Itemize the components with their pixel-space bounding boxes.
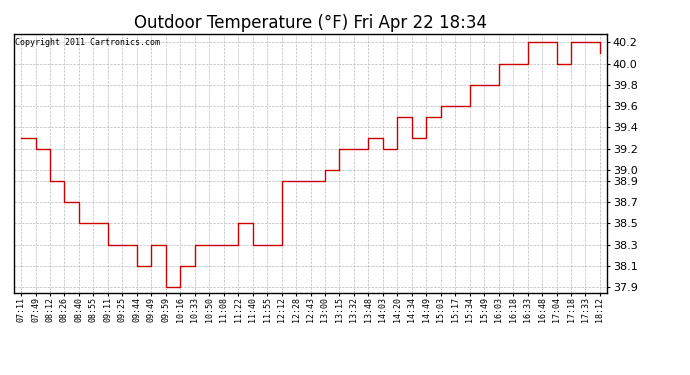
Title: Outdoor Temperature (°F) Fri Apr 22 18:34: Outdoor Temperature (°F) Fri Apr 22 18:3… [134, 14, 487, 32]
Text: Copyright 2011 Cartronics.com: Copyright 2011 Cartronics.com [15, 38, 160, 46]
